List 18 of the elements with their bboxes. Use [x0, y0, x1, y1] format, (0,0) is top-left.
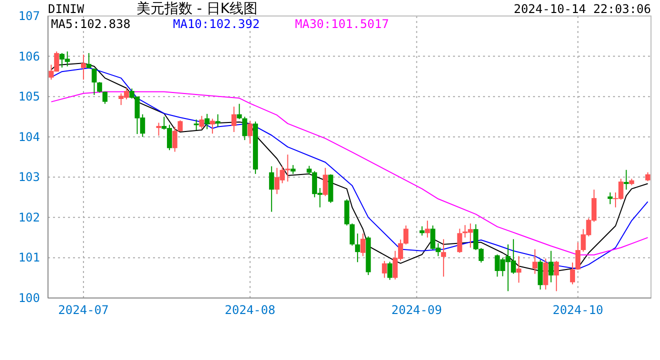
y-tick-label: 104: [18, 130, 40, 144]
text: MA30:101.5017: [295, 17, 389, 31]
annotation: DINIW: [48, 2, 85, 16]
x-tick-label: 2024-09: [391, 303, 442, 317]
y-tick-label: 103: [18, 170, 40, 184]
y-tick-label: 105: [18, 90, 40, 104]
y-tick-label: 100: [18, 291, 40, 305]
x-tick-label: 2024-08: [224, 303, 276, 317]
text: MA10:102.392: [173, 17, 260, 31]
annotation: 2024-10-14 22:03:06: [514, 2, 651, 16]
y-tick-label: 101: [18, 250, 40, 265]
x-tick-label: 2024-10: [552, 303, 604, 317]
chart-title: 美元指数 - 日K线图: [136, 1, 258, 17]
x-tick-label: 2024-07: [58, 303, 109, 317]
text: MA5:102.838: [51, 17, 130, 31]
y-tick-label: 106: [18, 49, 40, 64]
y-tick-label: 107: [18, 9, 40, 23]
y-tick-label: 102: [18, 210, 40, 224]
